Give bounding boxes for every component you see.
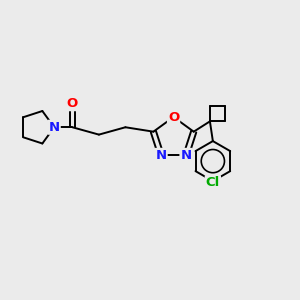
Text: O: O (168, 110, 179, 124)
Text: N: N (181, 149, 192, 162)
Text: O: O (67, 97, 78, 110)
Text: N: N (49, 121, 60, 134)
Text: Cl: Cl (206, 176, 220, 189)
Text: N: N (155, 149, 167, 162)
